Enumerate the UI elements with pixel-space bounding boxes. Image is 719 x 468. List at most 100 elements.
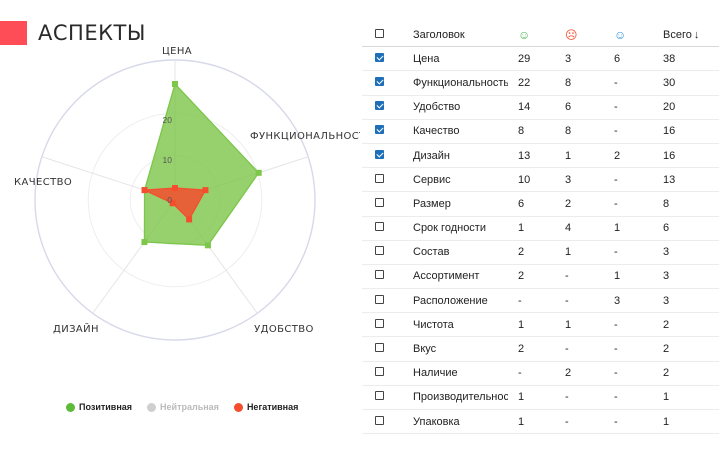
row-checkbox[interactable] bbox=[375, 343, 384, 355]
row-neutral-count: - bbox=[614, 76, 618, 89]
legend-dot-icon bbox=[66, 402, 75, 412]
positive-face-icon[interactable]: ☺ bbox=[518, 27, 531, 42]
table-row[interactable]: Чистота 1 1 - 2 bbox=[362, 313, 719, 338]
row-negative-count: 4 bbox=[565, 222, 572, 235]
negative-face-icon[interactable]: ☹ bbox=[565, 27, 578, 42]
row-positive-count: 29 bbox=[518, 52, 531, 65]
row-positive-count: 8 bbox=[518, 125, 525, 138]
row-negative-count: 1 bbox=[565, 246, 572, 259]
positive-series-point bbox=[204, 242, 211, 249]
row-neutral-count: 3 bbox=[614, 294, 621, 307]
row-title: Цена bbox=[413, 52, 440, 65]
row-negative-count: 3 bbox=[565, 52, 572, 65]
table-row[interactable]: Производительность 1 - - 1 bbox=[362, 386, 719, 410]
table-row[interactable]: Функциональность 22 8 - 30 bbox=[362, 71, 719, 96]
row-neutral-count: 6 bbox=[614, 52, 621, 65]
row-negative-count: - bbox=[565, 270, 569, 283]
row-total-count: 38 bbox=[663, 52, 676, 65]
legend-dot-icon bbox=[147, 402, 157, 412]
table-row[interactable]: Ассортимент 2 - 1 3 bbox=[362, 265, 719, 290]
radar-tick-label: 10 bbox=[163, 155, 173, 165]
row-positive-count: - bbox=[518, 367, 522, 380]
column-header-title[interactable]: Заголовок bbox=[413, 28, 465, 41]
row-negative-count: 3 bbox=[565, 173, 572, 186]
row-checkbox[interactable] bbox=[375, 318, 384, 331]
row-negative-count: 8 bbox=[565, 125, 572, 138]
row-neutral-count: - bbox=[614, 391, 618, 404]
row-title: Сервис bbox=[413, 173, 451, 186]
row-neutral-count: - bbox=[614, 318, 618, 331]
legend-item[interactable]: Позитивная bbox=[66, 402, 132, 412]
row-negative-count: 2 bbox=[565, 367, 572, 380]
row-checkbox[interactable] bbox=[375, 197, 384, 210]
row-checkbox[interactable] bbox=[375, 101, 384, 113]
table-row[interactable]: Цена 29 3 6 38 bbox=[362, 47, 719, 72]
row-total-count: 16 bbox=[663, 149, 676, 162]
row-neutral-count: 1 bbox=[614, 222, 621, 235]
chart-legend: Позитивная Нейтральная Негативная bbox=[66, 402, 313, 412]
row-neutral-count: 1 bbox=[614, 270, 621, 283]
row-total-count: 3 bbox=[663, 246, 670, 259]
table-row[interactable]: Дизайн 13 1 2 16 bbox=[362, 144, 719, 169]
row-positive-count: 2 bbox=[518, 246, 525, 259]
table-row[interactable]: Упаковка 1 - - 1 bbox=[362, 410, 719, 435]
row-negative-count: 8 bbox=[565, 76, 572, 89]
table-row[interactable]: Качество 8 8 - 16 bbox=[362, 120, 719, 144]
table-row[interactable]: Удобство 14 6 - 20 bbox=[362, 96, 719, 120]
column-header-total[interactable]: Всего ↓ bbox=[663, 28, 700, 41]
legend-item[interactable]: Негативная bbox=[233, 402, 298, 412]
table-row[interactable]: Вкус 2 - - 2 bbox=[362, 337, 719, 362]
table-row[interactable]: Срок годности 1 4 1 6 bbox=[362, 217, 719, 241]
table-row[interactable]: Расположение - - 3 3 bbox=[362, 289, 719, 314]
radar-axis-label: КАЧЕСТВО bbox=[14, 177, 72, 188]
row-positive-count: 14 bbox=[518, 101, 531, 114]
row-title: Наличие bbox=[413, 367, 458, 380]
table-row[interactable]: Сервис 10 3 - 13 bbox=[362, 168, 719, 193]
row-neutral-count: - bbox=[614, 246, 618, 259]
title-accent-bar bbox=[0, 21, 27, 45]
row-checkbox[interactable] bbox=[375, 52, 384, 65]
neutral-face-icon[interactable]: ☺ bbox=[614, 27, 627, 42]
row-checkbox[interactable] bbox=[375, 246, 384, 258]
row-total-count: 20 bbox=[663, 101, 676, 114]
row-checkbox[interactable] bbox=[375, 125, 384, 137]
row-total-count: 3 bbox=[663, 270, 670, 283]
row-title: Расположение bbox=[413, 294, 488, 307]
row-neutral-count: - bbox=[614, 125, 618, 138]
row-checkbox[interactable] bbox=[375, 415, 384, 428]
radar-axis-label: ДИЗАЙН bbox=[53, 322, 99, 335]
row-negative-count: 1 bbox=[565, 318, 572, 331]
sort-down-icon[interactable]: ↓ bbox=[693, 28, 700, 41]
legend-item[interactable]: Нейтральная bbox=[147, 402, 219, 412]
row-neutral-count: - bbox=[614, 101, 618, 114]
negative-series-point bbox=[186, 216, 193, 223]
row-negative-count: 6 bbox=[565, 101, 572, 114]
row-checkbox[interactable] bbox=[375, 294, 384, 307]
table-header-row: Заголовок ☺ ☹ ☺ Всего ↓ bbox=[362, 23, 719, 48]
row-total-count: 6 bbox=[663, 222, 670, 235]
row-neutral-count: - bbox=[614, 197, 618, 210]
positive-series-point bbox=[172, 81, 178, 87]
row-checkbox[interactable] bbox=[375, 149, 384, 162]
row-neutral-count: 2 bbox=[614, 149, 621, 162]
row-positive-count: 10 bbox=[518, 173, 531, 186]
row-checkbox[interactable] bbox=[375, 173, 384, 186]
row-negative-count: 2 bbox=[565, 197, 572, 210]
table-row[interactable]: Состав 2 1 - 3 bbox=[362, 241, 719, 265]
row-checkbox[interactable] bbox=[375, 222, 384, 234]
row-checkbox[interactable] bbox=[375, 76, 384, 89]
row-checkbox[interactable] bbox=[375, 270, 384, 282]
row-total-count: 1 bbox=[663, 415, 670, 428]
table-row[interactable]: Наличие - 2 - 2 bbox=[362, 362, 719, 386]
table-row[interactable]: Размер 6 2 - 8 bbox=[362, 192, 719, 217]
row-checkbox[interactable] bbox=[375, 391, 384, 403]
row-checkbox[interactable] bbox=[375, 367, 384, 379]
row-title: Чистота bbox=[413, 318, 454, 331]
row-positive-count: 2 bbox=[518, 270, 525, 283]
select-all-checkbox[interactable] bbox=[375, 28, 384, 41]
negative-series-point bbox=[141, 187, 148, 194]
row-title: Удобство bbox=[413, 101, 461, 114]
row-total-count: 16 bbox=[663, 125, 676, 138]
row-neutral-count: - bbox=[614, 173, 618, 186]
row-positive-count: 22 bbox=[518, 76, 531, 89]
